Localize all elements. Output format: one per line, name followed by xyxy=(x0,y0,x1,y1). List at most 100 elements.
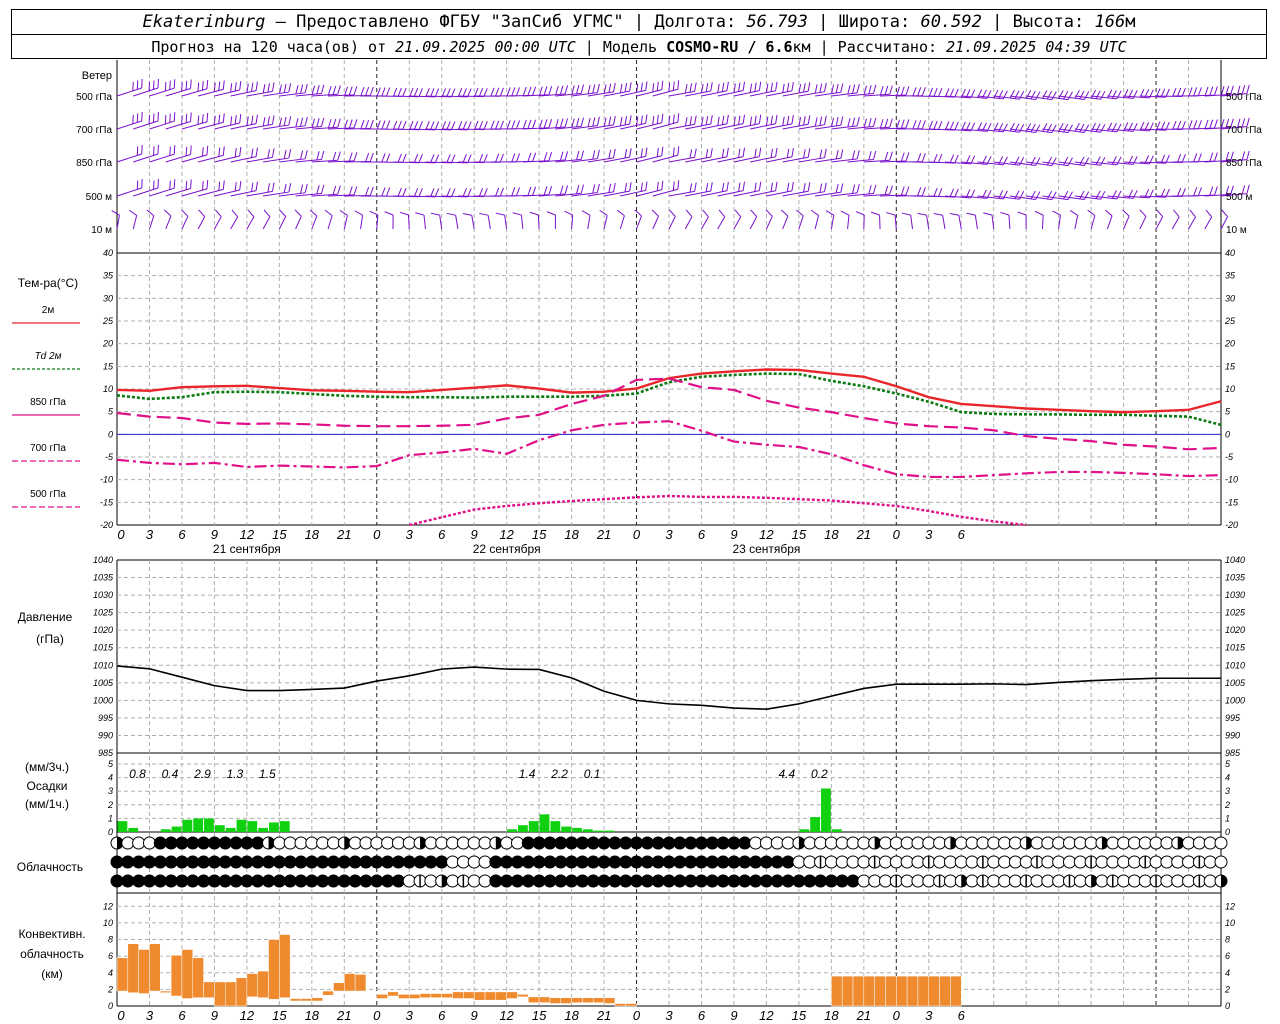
wind-barb-feather xyxy=(1246,184,1250,194)
hour-label: 0 xyxy=(633,1008,641,1023)
wind-barb-feather xyxy=(775,147,778,157)
wind-barb-feather xyxy=(1030,90,1036,100)
wind-barb-feather xyxy=(921,153,926,162)
temp-legend-label: 700 гПа xyxy=(30,443,66,454)
wind-barb-feather xyxy=(1111,123,1117,132)
wind-barb-feather xyxy=(619,83,623,93)
hour-label: 21 xyxy=(856,527,871,542)
longitude-label: Долгота: xyxy=(654,12,747,32)
precip-bar xyxy=(539,814,550,832)
latitude-value: 60.592 xyxy=(920,12,982,32)
wind-barb-feather xyxy=(1220,86,1225,96)
convective-bar xyxy=(419,993,432,998)
wind-barb-shaft xyxy=(636,215,642,230)
wind-barb-feather xyxy=(835,184,839,194)
wind-barb-feather xyxy=(701,83,704,93)
cloud-cover-symbol xyxy=(922,836,936,850)
temp-ytick-right: 20 xyxy=(1224,339,1235,349)
wind-barb-feather xyxy=(721,148,725,158)
precip-bar xyxy=(193,818,204,832)
wind-barb-feather xyxy=(300,117,304,127)
cloud-cover-symbol xyxy=(359,875,372,887)
wind-barb-feather xyxy=(251,82,254,92)
cloud-cover-symbol xyxy=(446,836,460,850)
wind-barb-feather xyxy=(1230,85,1234,95)
wind-barb-shaft xyxy=(717,216,726,230)
cloud-cover-symbol xyxy=(587,875,600,887)
wind-barb-shaft xyxy=(471,215,475,230)
cloud-cover-symbol xyxy=(695,875,708,887)
cloud-cover-symbol xyxy=(576,837,589,849)
cloud-cover-symbol xyxy=(961,875,968,887)
cloud-cover-symbol xyxy=(608,875,621,887)
wind-barb-feather xyxy=(1079,123,1085,133)
convective-bar xyxy=(344,973,356,992)
cloud-cover-symbol xyxy=(121,836,135,850)
wind-barb-feather xyxy=(1193,187,1198,197)
wind-barb-feather xyxy=(527,152,532,162)
wind-barb-feather xyxy=(954,154,959,164)
cloud-cover-symbol xyxy=(522,837,535,849)
wind-barb-feather xyxy=(1051,91,1057,100)
wind-level-label-left: 500 гПа xyxy=(76,92,112,103)
cloud-cover-symbol xyxy=(467,855,481,869)
wind-barb-feather xyxy=(169,80,171,90)
wind-barb-feather xyxy=(786,182,790,192)
wind-barb-shaft xyxy=(749,216,758,230)
wind-barb-feather xyxy=(1019,124,1025,133)
wind-barb-feather xyxy=(840,210,850,216)
cloud-cover-symbol xyxy=(792,875,805,887)
cloud-cover-symbol xyxy=(1203,874,1217,888)
wind-barb-feather xyxy=(337,85,341,95)
cloud-cover-symbol xyxy=(511,856,524,868)
cloud-cover-symbol xyxy=(446,874,460,888)
hour-label: 18 xyxy=(305,527,320,542)
wind-barb-feather xyxy=(587,84,591,94)
conv-ytick-right: 4 xyxy=(1225,968,1230,978)
cloud-cover-symbol xyxy=(998,874,1012,888)
wind-barb-feather xyxy=(803,83,806,93)
wind-barb-feather xyxy=(803,116,806,126)
cloud-cover-symbol xyxy=(663,837,675,849)
precip-bar xyxy=(247,821,258,832)
wind-barb-feather xyxy=(856,183,860,193)
hour-label: 6 xyxy=(438,1008,446,1023)
cloud-cover-symbol xyxy=(576,856,589,868)
wind-barb-feather xyxy=(780,209,789,217)
cloud-cover-symbol xyxy=(684,837,697,849)
wind-barb-feather xyxy=(190,79,192,89)
wind-barb-feather xyxy=(327,119,332,129)
temp-ytick-right: -10 xyxy=(1225,475,1238,485)
wind-barb-feather xyxy=(332,185,337,195)
convective-bar xyxy=(268,939,280,1000)
wind-barb-feather xyxy=(852,150,856,160)
wind-barb-feather xyxy=(348,186,353,196)
wind-barb-feather xyxy=(129,209,137,216)
cloud-cover-symbol xyxy=(950,837,957,849)
wind-barb-feather xyxy=(316,185,320,195)
wind-barb-feather xyxy=(1237,85,1241,95)
precip-ytick-right: 4 xyxy=(1225,773,1230,783)
convective-bar xyxy=(452,991,464,999)
header-row-location: Ekaterinburg – Предоставлено ФГБУ "ЗапСи… xyxy=(12,10,1266,35)
precip-bar xyxy=(572,827,582,832)
wind-barb-feather xyxy=(164,114,167,125)
convective-bar xyxy=(582,997,594,1003)
wind-barb-feather xyxy=(1225,118,1230,128)
wind-barb-feather xyxy=(852,184,856,194)
wind-barb-feather xyxy=(185,180,188,190)
wind-barb-feather xyxy=(905,152,910,162)
wind-barb-feather xyxy=(900,86,905,96)
wind-barb-feather xyxy=(386,153,391,163)
wind-barb-feather xyxy=(656,147,659,157)
wind-barb-feather xyxy=(495,212,505,216)
pressure-ytick-right: 990 xyxy=(1225,730,1240,740)
wind-barb-feather xyxy=(576,84,580,94)
wind-barb-feather xyxy=(879,119,884,129)
cloud-cover-symbol xyxy=(414,856,427,868)
cloud-cover-symbol xyxy=(782,856,795,868)
wind-barb-shaft xyxy=(1041,214,1044,230)
cloud-cover-symbol xyxy=(1214,855,1228,869)
cloud-cover-symbol xyxy=(273,856,286,868)
wind-barb-feather xyxy=(684,84,688,94)
